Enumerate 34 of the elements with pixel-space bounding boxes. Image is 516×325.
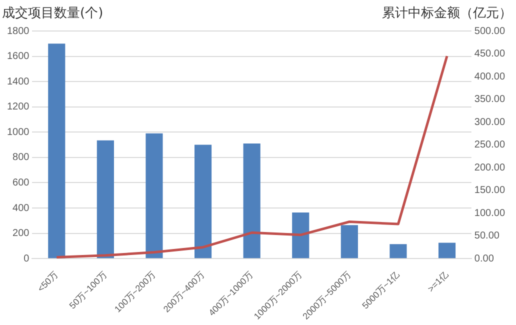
y-tick-label: 0 [24, 253, 30, 264]
y-tick-label: 400 [12, 202, 30, 214]
y2-tick-label: 500.00 [474, 26, 506, 37]
y2-tick-label: 0.00 [474, 253, 494, 264]
y2-tick-label: 50.00 [474, 230, 500, 242]
y2-tick-label: 400.00 [474, 71, 506, 82]
bar [146, 133, 163, 258]
bar [390, 244, 407, 258]
y-tick-label: 1600 [6, 51, 30, 62]
y2-tick-label: 250.00 [474, 140, 506, 151]
bar [48, 44, 66, 258]
y-tick-label: 1200 [6, 102, 30, 113]
y-axis-title: 成交项目数量(个) [2, 5, 104, 22]
bar [292, 212, 310, 258]
y2-tick-label: 350.00 [474, 94, 506, 106]
y2-tick-label: 150.00 [474, 185, 506, 196]
y2-tick-label: 200.00 [474, 162, 506, 174]
y2-axis-title: 累计中标金额（亿元） [382, 5, 512, 22]
y-tick-label: 1400 [6, 76, 30, 88]
bar [243, 144, 260, 258]
x-tick-label: <50万 [36, 270, 60, 294]
y-tick-label: 800 [12, 152, 30, 164]
x-tick-label: >=1亿 [426, 270, 450, 294]
y-tick-label: 1800 [6, 26, 30, 37]
y-tick-label: 200 [12, 228, 30, 240]
bar [438, 242, 456, 258]
y2-tick-label: 450.00 [474, 48, 506, 60]
bar [340, 225, 358, 258]
bar [96, 140, 114, 258]
y-tick-label: 1000 [6, 126, 30, 138]
y-tick-label: 600 [12, 177, 30, 188]
y2-tick-label: 100.00 [474, 208, 506, 219]
y2-tick-label: 300.00 [474, 116, 506, 128]
bar [194, 144, 212, 258]
